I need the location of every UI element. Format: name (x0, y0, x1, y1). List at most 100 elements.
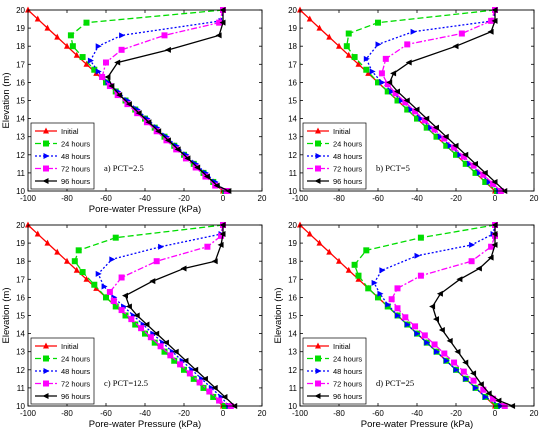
data-point (481, 169, 488, 176)
data-point (473, 384, 479, 391)
legend-marker (43, 342, 49, 349)
data-point (109, 256, 116, 263)
data-point (184, 155, 191, 162)
data-point (122, 312, 129, 319)
data-point (64, 42, 70, 49)
legend-label: 72 hours (333, 380, 362, 389)
data-point (145, 119, 152, 126)
data-point (413, 106, 420, 113)
y-tick-label: 18 (16, 257, 25, 266)
data-point (491, 17, 498, 24)
x-tick-label: 20 (258, 194, 267, 203)
legend-marker (315, 140, 321, 147)
data-point (402, 99, 409, 106)
legend-marker (315, 127, 321, 134)
y-tick-label: 11 (289, 384, 298, 393)
data-point (355, 272, 362, 279)
legend: Initial 24 hours 48 hours 72 hours 96 hours (302, 337, 367, 405)
x-tick-label: 20 (258, 409, 267, 418)
y-tick-label: 12 (16, 366, 25, 375)
data-point (482, 178, 489, 185)
data-point (149, 278, 156, 285)
data-point (379, 267, 386, 274)
data-point (385, 301, 392, 308)
data-point (326, 33, 333, 40)
data-point (433, 133, 440, 140)
data-point (44, 239, 51, 246)
data-point (412, 108, 419, 115)
data-point (351, 54, 358, 61)
data-point (375, 79, 381, 86)
data-point (34, 15, 41, 22)
data-point (73, 51, 80, 58)
data-point (414, 115, 420, 122)
data-point (475, 265, 482, 272)
data-point (79, 54, 86, 61)
data-point (161, 348, 168, 355)
legend-box (30, 122, 95, 190)
legend-marker (43, 165, 49, 172)
x-tick-label: -80 (333, 194, 345, 203)
legend: Initial 24 hours 48 hours 72 hours 96 hours (302, 122, 367, 190)
data-point (177, 361, 184, 368)
data-point (132, 321, 139, 328)
data-point (389, 88, 396, 95)
data-point (402, 314, 409, 321)
data-point (192, 366, 199, 373)
data-point (394, 97, 401, 104)
data-point (125, 101, 132, 108)
data-point (470, 370, 477, 377)
data-point (162, 339, 169, 346)
data-point (217, 241, 224, 248)
plot-frame (27, 224, 263, 407)
data-point (83, 275, 90, 282)
x-axis-label: Pore-water Pressure (kPa) (361, 419, 473, 429)
data-point (167, 352, 174, 359)
data-point (316, 24, 323, 31)
data-point (454, 348, 461, 355)
x-tick-label: -100 (292, 409, 309, 418)
data-point (441, 135, 448, 142)
data-point (64, 257, 70, 264)
data-point (91, 66, 98, 73)
legend-label: 96 hours (61, 177, 90, 186)
legend-label: 48 hours (333, 152, 362, 161)
data-point (462, 359, 469, 366)
data-point (142, 330, 148, 337)
legend-label: 72 hours (61, 380, 90, 389)
data-point (446, 337, 453, 344)
y-tick-label: 17 (288, 275, 297, 284)
data-point (116, 92, 123, 99)
legend-marker (315, 368, 322, 374)
x-tick-label: -20 (450, 409, 462, 418)
data-point (491, 178, 498, 185)
series-72-hours (388, 222, 508, 409)
data-point (190, 375, 197, 382)
y-tick-label: 13 (16, 348, 25, 357)
legend-marker (314, 178, 321, 184)
data-point (392, 90, 399, 97)
data-point (71, 258, 78, 265)
y-tick-label: 13 (16, 133, 25, 142)
data-point (182, 357, 189, 364)
data-point (104, 73, 111, 80)
y-tick-label: 10 (16, 402, 25, 411)
data-point (172, 348, 179, 355)
legend: Initial 24 hours 48 hours 72 hours 96 hours (30, 122, 95, 190)
data-point (363, 66, 370, 73)
data-point (463, 375, 470, 382)
data-point (418, 115, 425, 122)
data-point (306, 230, 313, 237)
data-point (490, 180, 497, 187)
x-axis-label: Pore-water Pressure (kPa) (89, 419, 201, 429)
data-point (54, 248, 61, 255)
x-tick-label: -100 (20, 194, 37, 203)
legend-label: Initial (61, 342, 79, 351)
data-point (174, 146, 181, 153)
data-point (460, 368, 467, 375)
chart-panel-1: -100 -80 -60 -40 -20 0 20 10 11 12 13 14 15 16 17 18 19 2… (1, 6, 267, 215)
data-point (472, 169, 479, 176)
data-point (495, 397, 502, 404)
data-point (79, 269, 86, 276)
data-point (316, 239, 323, 246)
